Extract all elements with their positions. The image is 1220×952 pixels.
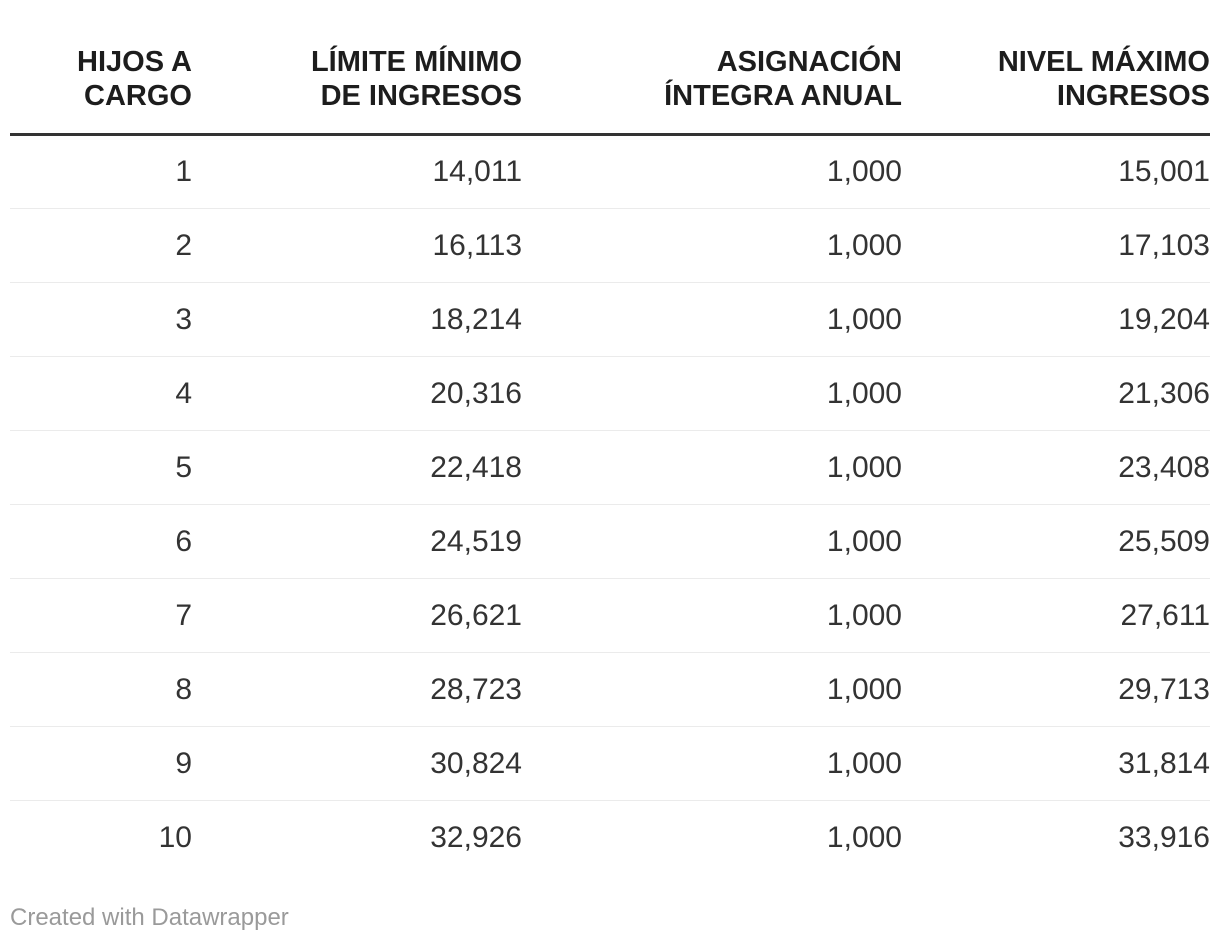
cell-nivel: 31,814: [902, 726, 1210, 801]
cell-asignacion: 1,000: [522, 578, 902, 653]
table-row: 7 26,621 1,000 27,611: [10, 578, 1210, 653]
table-row: 9 30,824 1,000 31,814: [10, 726, 1210, 801]
cell-asignacion: 1,000: [522, 652, 902, 727]
table-header-row: HIJOS A CARGO LÍMITE MÍNIMO DE INGRESOS …: [10, 0, 1210, 136]
cell-nivel: 29,713: [902, 652, 1210, 727]
cell-hijos: 8: [10, 652, 192, 727]
cell-asignacion: 1,000: [522, 282, 902, 357]
column-header-nivel-maximo: NIVEL MÁXIMO INGRESOS: [902, 0, 1210, 136]
cell-hijos: 6: [10, 504, 192, 579]
cell-limite: 24,519: [192, 504, 522, 579]
table-row: 1 14,011 1,000 15,001: [10, 134, 1210, 209]
cell-limite: 18,214: [192, 282, 522, 357]
cell-nivel: 15,001: [902, 134, 1210, 209]
cell-nivel: 19,204: [902, 282, 1210, 357]
cell-asignacion: 1,000: [522, 208, 902, 283]
cell-asignacion: 1,000: [522, 356, 902, 431]
datawrapper-credit-link[interactable]: Created with Datawrapper: [10, 903, 289, 931]
cell-hijos: 7: [10, 578, 192, 653]
table-row: 10 32,926 1,000 33,916: [10, 801, 1210, 875]
cell-nivel: 23,408: [902, 430, 1210, 505]
table-row: 4 20,316 1,000 21,306: [10, 356, 1210, 431]
cell-limite: 22,418: [192, 430, 522, 505]
column-header-limite-minimo: LÍMITE MÍNIMO DE INGRESOS: [192, 0, 522, 136]
cell-limite: 30,824: [192, 726, 522, 801]
cell-hijos: 3: [10, 282, 192, 357]
cell-limite: 16,113: [192, 208, 522, 283]
cell-limite: 20,316: [192, 356, 522, 431]
cell-nivel: 25,509: [902, 504, 1210, 579]
column-header-hijos-a-cargo: HIJOS A CARGO: [10, 0, 192, 136]
cell-nivel: 17,103: [902, 208, 1210, 283]
cell-hijos: 1: [10, 134, 192, 209]
cell-asignacion: 1,000: [826, 820, 902, 854]
table-row: 3 18,214 1,000 19,204: [10, 282, 1210, 357]
cell-nivel: 21,306: [902, 356, 1210, 431]
cell-hijos: 10: [158, 820, 192, 854]
table-row: 8 28,723 1,000 29,713: [10, 652, 1210, 727]
cell-hijos: 5: [10, 430, 192, 505]
cell-limite: 14,011: [192, 134, 522, 209]
data-table: HIJOS A CARGO LÍMITE MÍNIMO DE INGRESOS …: [10, 0, 1210, 875]
table-row: 2 16,113 1,000 17,103: [10, 208, 1210, 283]
cell-asignacion: 1,000: [522, 430, 902, 505]
table-row: 6 24,519 1,000 25,509: [10, 504, 1210, 579]
column-header-asignacion-integra: ASIGNACIÓN ÍNTEGRA ANUAL: [522, 0, 902, 136]
cell-asignacion: 1,000: [522, 134, 902, 209]
cell-asignacion: 1,000: [522, 504, 902, 579]
cell-hijos: 4: [10, 356, 192, 431]
cell-limite: 28,723: [192, 652, 522, 727]
cell-nivel: 33,916: [1118, 820, 1210, 854]
cell-limite: 32,926: [430, 820, 522, 854]
table-row: 5 22,418 1,000 23,408: [10, 430, 1210, 505]
cell-nivel: 27,611: [902, 578, 1210, 653]
cell-asignacion: 1,000: [522, 726, 902, 801]
cell-hijos: 2: [10, 208, 192, 283]
cell-hijos: 9: [10, 726, 192, 801]
cell-limite: 26,621: [192, 578, 522, 653]
